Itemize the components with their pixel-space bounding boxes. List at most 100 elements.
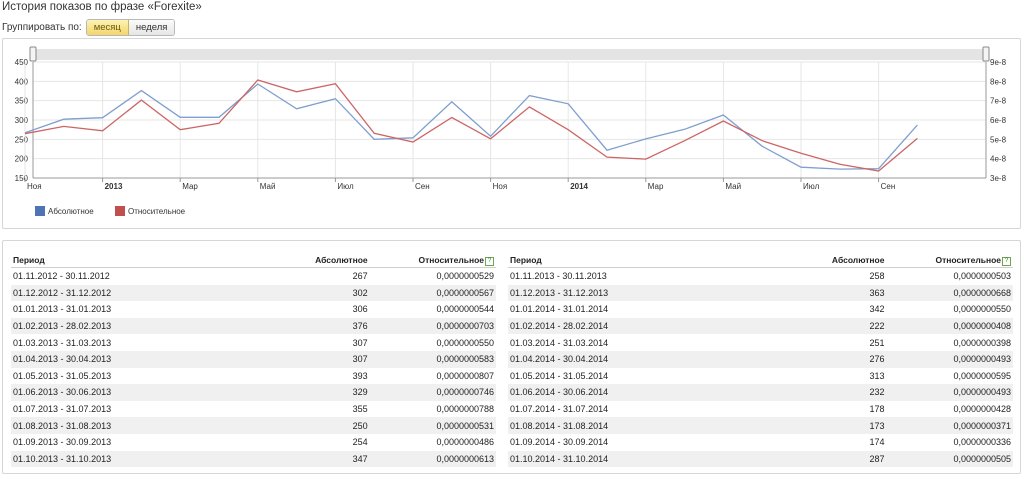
table-header-row: Период Абсолютное Относительное?	[508, 253, 1013, 268]
table-row: 01.06.2014 - 30.06.2014 232 0,0000000493	[508, 384, 1013, 401]
table-row: 01.07.2013 - 31.07.2013 355 0,0000000788	[11, 401, 496, 418]
cell-absolute: 258	[869, 271, 885, 282]
cell-relative: 0,0000000583	[369, 350, 496, 368]
y-left-tick-label: 250	[15, 135, 29, 144]
cell-relative: 0,0000000746	[369, 384, 496, 401]
cell-relative: 0,0000000531	[369, 417, 496, 434]
x-tick-label: Май	[725, 182, 741, 191]
cell-relative: 0,0000000668	[886, 284, 1013, 302]
cell-period: 01.10.2013 - 31.10.2013	[11, 450, 240, 468]
x-tick-label: 2013	[105, 182, 123, 191]
cell-absolute: 307	[239, 350, 370, 368]
range-handle-left[interactable]	[29, 46, 37, 62]
x-tick-label: Сен	[415, 182, 430, 191]
cell-period: 01.09.2014 - 30.09.2014	[510, 437, 609, 448]
cell-period: 01.01.2013 - 31.01.2013	[13, 304, 112, 315]
cell-relative: 0,0000000493	[886, 384, 1013, 401]
group-by-label: Группировать по:	[2, 22, 82, 33]
col-absolute-header: Абсолютное	[239, 253, 370, 268]
cell-absolute: 276	[755, 350, 887, 368]
cell-relative: 0,0000000336	[953, 437, 1011, 448]
cell-period: 01.11.2012 - 30.11.2012	[13, 271, 110, 282]
cell-period: 01.01.2014 - 31.01.2014	[510, 304, 609, 315]
x-tick-label: Ноя	[27, 182, 42, 191]
cell-absolute: 267	[352, 271, 368, 282]
x-tick-label: 2014	[570, 182, 588, 191]
table-row: 01.02.2014 - 28.02.2014 222 0,0000000408	[508, 317, 1013, 335]
chart-panel: 150 200 250 300 350 400 450 3e-8 4e-8 5e-8 6e-8 7e-…	[2, 38, 1021, 229]
cell-relative: 0,0000000595	[953, 370, 1011, 381]
table-row: 01.06.2013 - 30.06.2013 329 0,0000000746	[11, 384, 496, 401]
group-by-month-button[interactable]: месяц	[86, 20, 129, 35]
help-icon[interactable]: ?	[1002, 256, 1011, 266]
x-tick-label: Июл	[337, 182, 354, 191]
group-by-row: Группировать по: месяц неделя	[2, 19, 176, 36]
range-handle-right[interactable]	[982, 46, 990, 62]
cell-period: 01.06.2014 - 30.06.2014	[508, 384, 756, 401]
cell-absolute: 178	[869, 404, 885, 415]
cell-period: 01.07.2013 - 31.07.2013	[13, 404, 112, 415]
cell-absolute: 250	[239, 417, 370, 434]
table-row: 01.03.2014 - 31.03.2014 251 0,0000000398	[508, 334, 1013, 351]
cell-absolute: 251	[869, 337, 885, 348]
cell-absolute: 329	[239, 384, 370, 401]
table-row: 01.10.2013 - 31.10.2013 347 0,0000000613	[11, 450, 496, 468]
stats-table-left: Период Абсолютное Относительное? 01.11.2…	[11, 253, 496, 468]
cell-relative: 0,0000000703	[369, 317, 496, 335]
x-tick-label: Сен	[881, 182, 896, 191]
table-row: 01.11.2013 - 30.11.2013 258 0,0000000503	[508, 268, 1013, 285]
page-title: История показов по фразе «Forexite»	[2, 1, 202, 13]
legend-label: Относительное	[128, 207, 186, 216]
y-left-tick-label: 200	[15, 155, 29, 164]
cell-absolute: 376	[239, 317, 370, 335]
line-chart: 150 200 250 300 350 400 450 3e-8 4e-8 5e-8 6e-8 7e-…	[15, 46, 1007, 216]
cell-relative: 0,0000000408	[886, 317, 1013, 335]
table-row: 01.02.2013 - 28.02.2013 376 0,0000000703	[11, 317, 496, 335]
x-tick-label: Мар	[648, 182, 664, 191]
y-left-tick-label: 400	[15, 77, 29, 86]
x-tick-label: Май	[260, 182, 276, 191]
cell-period: 01.12.2013 - 31.12.2013	[508, 284, 756, 302]
cell-relative: 0,0000000788	[436, 404, 494, 415]
table-row: 01.12.2013 - 31.12.2013 363 0,0000000668	[508, 284, 1013, 302]
help-icon[interactable]: ?	[485, 256, 494, 266]
cell-period: 01.03.2014 - 31.03.2014	[510, 337, 609, 348]
table-row: 01.01.2014 - 31.01.2014 342 0,0000000550	[508, 301, 1013, 318]
cell-absolute: 313	[869, 370, 885, 381]
cell-period: 01.04.2013 - 30.04.2013	[11, 350, 240, 368]
y-right-tick-label: 6e-8	[990, 116, 1007, 125]
cell-absolute: 355	[352, 404, 368, 415]
cell-period: 01.08.2013 - 31.08.2013	[11, 417, 240, 434]
table-row: 01.05.2014 - 31.05.2014 313 0,0000000595	[508, 368, 1013, 385]
cell-period: 01.12.2012 - 31.12.2012	[11, 284, 240, 302]
table-panel: Период Абсолютное Относительное? 01.11.2…	[2, 240, 1021, 474]
cell-relative: 0,0000000529	[436, 271, 494, 282]
cell-relative: 0,0000000550	[436, 337, 494, 348]
cell-relative: 0,0000000550	[953, 304, 1011, 315]
cell-absolute: 287	[755, 450, 887, 468]
col-absolute-header: Абсолютное	[755, 253, 887, 268]
y-right-tick-label: 4e-8	[990, 155, 1007, 164]
group-by-week-button[interactable]: неделя	[128, 20, 175, 35]
cell-absolute: 232	[755, 384, 887, 401]
legend-swatch	[115, 206, 125, 216]
y-right-tick-label: 9e-8	[990, 58, 1007, 67]
group-by-switch: месяц неделя	[85, 19, 176, 36]
navigator-strip	[33, 49, 986, 60]
table-row: 01.04.2014 - 30.04.2014 276 0,0000000493	[508, 350, 1013, 368]
cell-period: 01.05.2014 - 31.05.2014	[510, 370, 609, 381]
cell-relative: 0,0000000398	[953, 337, 1011, 348]
cell-relative: 0,0000000428	[953, 404, 1011, 415]
y-right-tick-label: 3e-8	[990, 174, 1007, 183]
table-row: 01.11.2012 - 30.11.2012 267 0,0000000529	[11, 268, 496, 285]
cell-relative: 0,0000000371	[886, 417, 1013, 434]
table-row: 01.09.2014 - 30.09.2014 174 0,0000000336	[508, 434, 1013, 451]
cell-absolute: 254	[352, 437, 368, 448]
legend-swatch	[35, 206, 45, 216]
cell-period: 01.02.2014 - 28.02.2014	[508, 317, 756, 335]
col-period-header: Период	[11, 253, 240, 268]
table-row: 01.07.2014 - 31.07.2014 178 0,0000000428	[508, 401, 1013, 418]
cell-period: 01.11.2013 - 30.11.2013	[510, 271, 607, 282]
cell-period: 01.09.2013 - 30.09.2013	[13, 437, 112, 448]
y-right-tick-label: 5e-8	[990, 135, 1007, 144]
